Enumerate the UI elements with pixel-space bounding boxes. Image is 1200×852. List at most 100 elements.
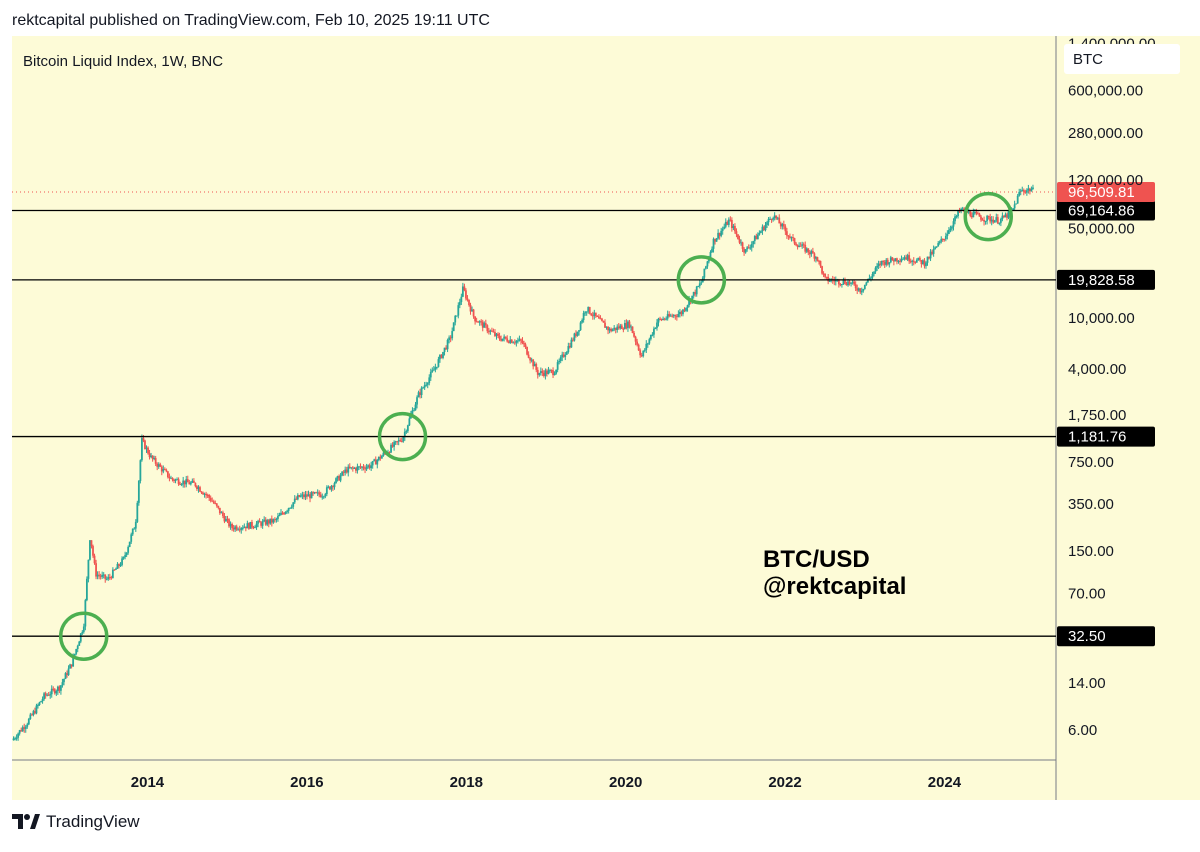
candle-body [605, 326, 608, 328]
candle-body [744, 249, 747, 253]
candle-body [116, 564, 119, 569]
candle-body [14, 738, 16, 740]
candle-body [520, 339, 522, 341]
candle-body [834, 280, 837, 282]
candle-body [665, 318, 668, 320]
candle-body [156, 463, 159, 467]
candle-body [388, 452, 391, 454]
candle-body [568, 346, 571, 348]
candle-body [78, 641, 81, 646]
tradingview-brand[interactable]: TradingView [12, 812, 140, 832]
candle-body [199, 487, 201, 492]
candle-body [173, 479, 175, 481]
candle-body [714, 238, 716, 242]
candle-body [541, 371, 544, 373]
candle-body [325, 487, 328, 495]
candle-body [908, 255, 911, 262]
candle-body [741, 242, 744, 249]
candle-body [180, 484, 183, 486]
candle-body [377, 456, 380, 461]
candle-body [218, 507, 221, 514]
candle-body [312, 492, 314, 494]
candle-body [342, 471, 345, 473]
candle-body [251, 521, 253, 527]
level-price-label: 69,164.86 [1068, 203, 1135, 220]
candle-body [191, 480, 194, 483]
candle-body [423, 385, 426, 388]
candle-body [263, 519, 266, 522]
candle-body [396, 441, 399, 443]
candle-body [223, 515, 226, 522]
candle-body [601, 318, 603, 321]
candle-body [938, 241, 941, 244]
current-price-label: 96,509.81 [1068, 184, 1135, 201]
candle-body [200, 491, 203, 493]
candle-body [841, 284, 843, 286]
candle-body [107, 577, 110, 579]
candle-body [457, 305, 460, 316]
candle-body [654, 327, 657, 329]
candle-body [538, 373, 541, 375]
candle-body [125, 552, 128, 556]
candle-body [371, 461, 374, 466]
candle-body [672, 315, 675, 317]
level-price-badge [1057, 269, 1155, 290]
candle-body [458, 302, 461, 306]
candle-body [170, 477, 172, 479]
candle-body [102, 574, 105, 576]
candle-body [99, 575, 102, 577]
candle-body [82, 626, 85, 632]
candle-body [799, 245, 802, 247]
candle-body [1006, 214, 1008, 218]
candle-body [248, 523, 250, 529]
candle-body [883, 261, 886, 265]
candle-body [636, 341, 639, 345]
candle-body [1001, 215, 1004, 220]
candle-body [623, 323, 626, 330]
candle-body [90, 540, 93, 547]
candle-body [393, 442, 395, 447]
candle-body [426, 383, 429, 385]
candle-body [734, 226, 736, 232]
candle-body [747, 247, 750, 249]
candle-body [121, 558, 123, 565]
candle-body [717, 232, 720, 239]
candle-body [617, 326, 620, 329]
candle-body [544, 370, 547, 376]
candle-body [972, 212, 975, 218]
candle-body [15, 737, 18, 739]
candle-body [954, 216, 956, 222]
candle-body [296, 495, 299, 500]
candle-body [796, 245, 799, 247]
candle-body [944, 235, 947, 240]
candle-body [769, 218, 771, 220]
candle-body [463, 286, 466, 291]
candle-body [38, 702, 41, 705]
candle-body [981, 219, 984, 221]
level-price-label: 1,181.76 [1068, 429, 1126, 446]
candle-body [197, 487, 200, 489]
candle-body [905, 257, 908, 260]
candle-body [416, 397, 418, 405]
candle-body [379, 456, 382, 459]
candle-body [348, 466, 351, 469]
candle-body [157, 464, 160, 467]
candle-body [249, 521, 252, 529]
candle-body [989, 216, 992, 222]
candle-body [264, 519, 267, 525]
candle-body [206, 494, 209, 496]
candle-body [931, 251, 933, 254]
candle-body [821, 266, 823, 274]
candle-body [599, 318, 602, 320]
candle-body [969, 211, 972, 216]
candle-body [810, 251, 813, 255]
breakout-circle [676, 255, 727, 305]
candle-body [435, 366, 438, 368]
candle-body [778, 217, 781, 224]
candle-body [703, 268, 706, 278]
candle-body [986, 215, 989, 221]
candle-body [792, 237, 794, 239]
candle-body [995, 217, 998, 221]
